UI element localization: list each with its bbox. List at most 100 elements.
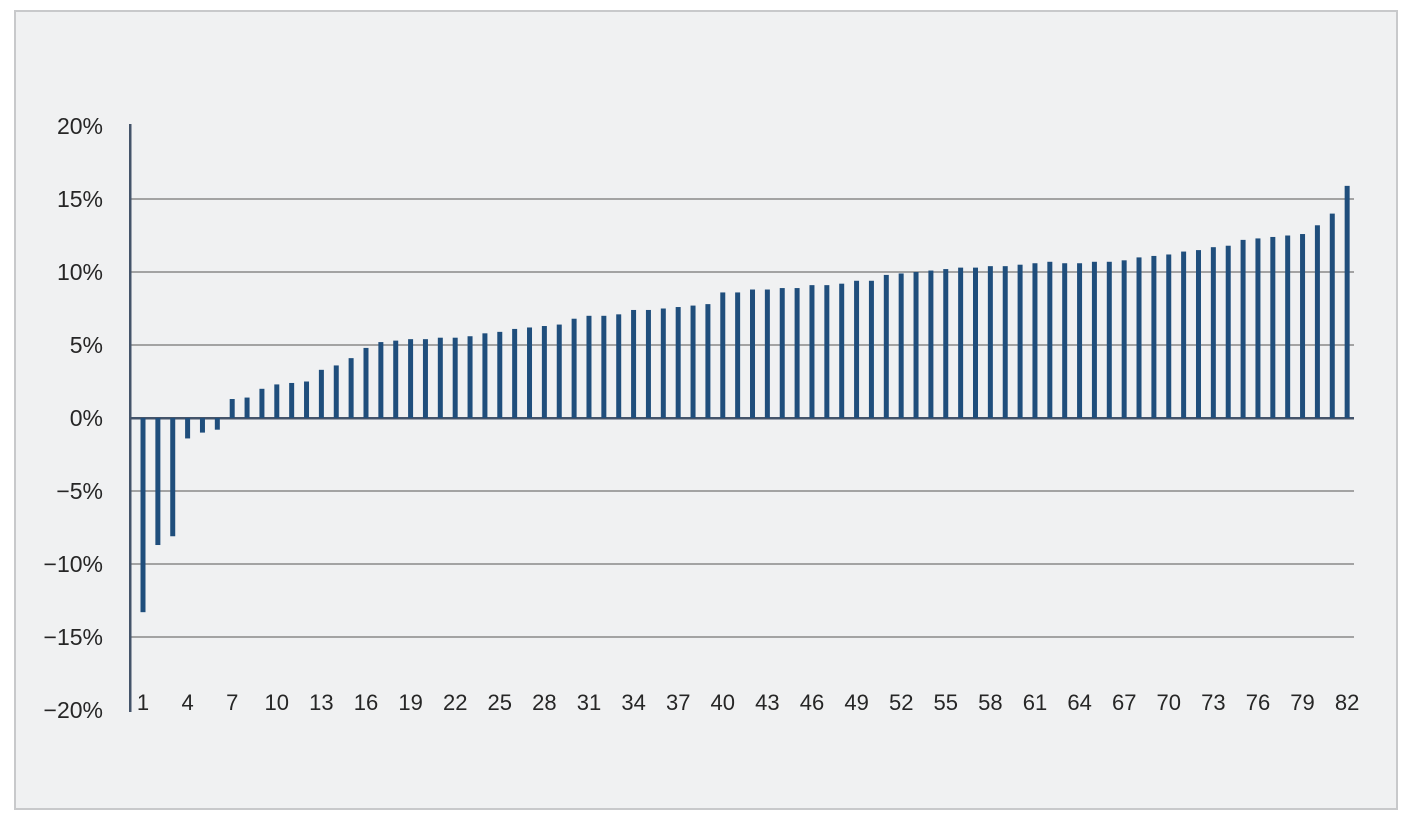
x-tick-label: 16 [354,690,378,715]
bar [868,280,874,418]
y-tick-label: 15% [57,186,103,212]
bar [705,304,711,418]
bar [764,289,770,418]
x-tick-label: 73 [1201,690,1225,715]
x-tick-label: 52 [889,690,913,715]
bar [779,288,785,418]
x-tick-label: 55 [934,690,958,715]
y-tick-label: −20% [44,697,103,723]
bar [1240,239,1246,418]
bar [794,288,800,418]
x-tick-label: 22 [443,690,467,715]
y-tick-label: 20% [57,113,103,139]
bar [1151,255,1157,418]
x-tick-label: 70 [1157,690,1181,715]
bar [274,384,280,418]
bar [1017,264,1023,418]
x-tick-label: 61 [1023,690,1047,715]
x-tick-label: 76 [1246,690,1270,715]
bar [1210,247,1216,418]
bar [913,272,919,418]
bar [304,381,310,418]
bar [1121,260,1127,418]
bar [185,418,191,439]
bar [199,418,205,433]
x-tick-label: 31 [577,690,601,715]
x-tick-label: 7 [226,690,238,715]
bar [497,331,503,418]
x-tick-label: 4 [181,690,193,715]
x-axis-tick-labels: 1 4 7 10 13 16 19 22 25 28 31 34 37 40 43 46 49 52 55 58 61 6… [137,690,1359,715]
bar [170,418,176,537]
x-tick-label: 1 [137,690,149,715]
x-tick-label: 28 [532,690,556,715]
bar [1062,263,1068,418]
bar [393,340,399,418]
bar [660,308,666,418]
y-axis-tick-labels: 20% 15% 10% 5% 0% −5% −10% −15% −20% [44,113,103,723]
bar [512,328,518,418]
bar [259,388,265,418]
bar [556,324,562,418]
y-tick-label: −5% [56,478,103,504]
bar [690,305,696,418]
x-tick-label: 25 [488,690,512,715]
bar [958,267,964,418]
bar [1181,251,1187,418]
x-tick-label: 67 [1112,690,1136,715]
bar [1032,263,1038,418]
bar [1225,245,1231,418]
x-tick-label: 34 [621,690,645,715]
bar [987,266,993,418]
x-tick-label: 37 [666,690,690,715]
x-tick-label: 64 [1067,690,1091,715]
x-tick-label: 40 [711,690,735,715]
bar [1300,234,1306,418]
bar [467,336,473,418]
bar [973,267,978,418]
bar [482,333,488,418]
y-tick-label: 0% [70,405,103,431]
y-tick-label: −10% [44,551,103,577]
gridlines-group [130,198,1354,638]
bar [943,269,949,418]
bar [645,309,651,418]
bar [616,314,622,418]
bar [750,289,756,418]
y-tick-label: 5% [70,332,103,358]
bar [1091,261,1097,418]
y-tick-label: 10% [57,259,103,285]
bar [333,365,339,418]
bar [214,418,220,430]
bar [541,326,547,418]
bar [854,280,860,418]
bar [348,358,354,418]
bar [1047,261,1053,418]
bar [363,347,369,418]
bar [452,337,458,418]
bar [1106,261,1112,418]
bar [824,285,830,418]
bar [1195,250,1201,418]
bar [735,292,741,418]
x-tick-label: 46 [800,690,824,715]
bar [631,309,637,418]
bar [1344,185,1350,418]
bar [1077,263,1083,418]
bar [1166,254,1172,418]
bar [898,273,904,418]
bar [675,307,681,418]
bar [928,270,934,418]
bar [1002,266,1008,418]
bar [1314,225,1320,418]
bar [527,327,533,418]
bar [244,397,250,418]
bar [378,342,384,418]
x-tick-label: 19 [398,690,422,715]
bar [422,339,428,418]
bar [586,315,592,418]
bar [229,399,235,418]
x-tick-label: 13 [309,690,333,715]
bar [601,315,607,418]
